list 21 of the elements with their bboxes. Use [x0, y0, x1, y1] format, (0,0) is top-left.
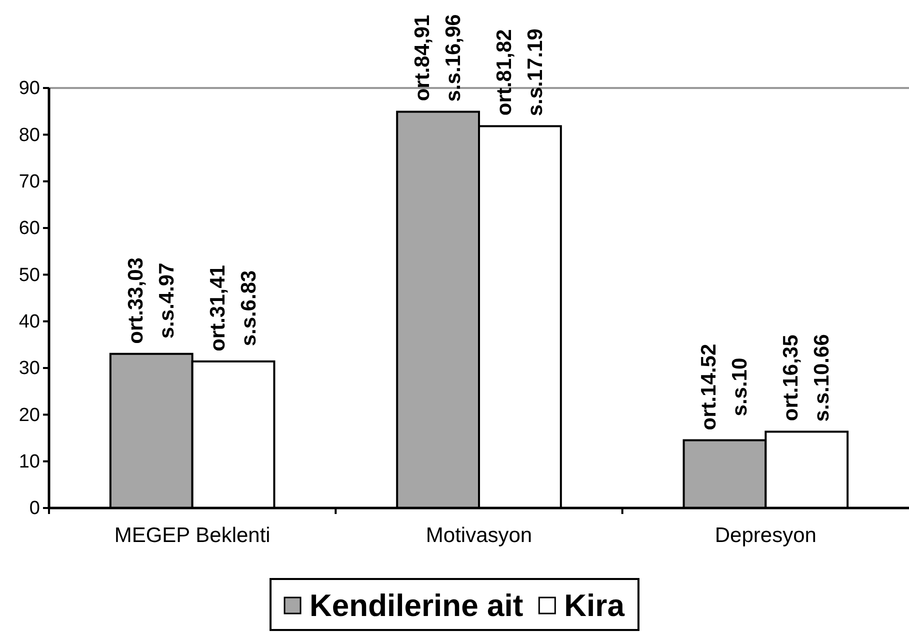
x-tick-label: MEGEP Beklenti	[114, 524, 270, 547]
legend-label: Kendilerine ait	[310, 588, 524, 623]
data-label: ort.16,35 s.s.10.66	[780, 334, 834, 422]
data-label: ort.14.52 s.s.10	[698, 344, 752, 430]
y-tick-label: 80	[18, 124, 40, 146]
y-tick-label: 90	[18, 78, 40, 100]
x-tick-label: Motivasyon	[426, 524, 532, 547]
data-label: ort.81,82 s.s.17.19	[492, 28, 547, 116]
y-tick-label: 70	[18, 171, 40, 192]
y-tick-label: 0	[29, 498, 40, 520]
y-tick-label: 50	[18, 264, 40, 286]
x-tick-label: Depresyon	[714, 524, 816, 547]
data-label: ort.84,91 s.s.16,96	[411, 14, 466, 102]
data-label: ort.31,41 s.s.6.83	[206, 264, 260, 352]
data-label: ort.33,03 s.s.4.97	[124, 257, 178, 344]
y-tick-label: 20	[18, 404, 40, 426]
y-tick-label: 10	[18, 451, 40, 472]
y-tick-label: 30	[18, 358, 40, 380]
y-tick-label: 60	[18, 218, 40, 240]
y-tick-label: 40	[18, 311, 40, 332]
legend-label: Kira	[564, 588, 626, 623]
